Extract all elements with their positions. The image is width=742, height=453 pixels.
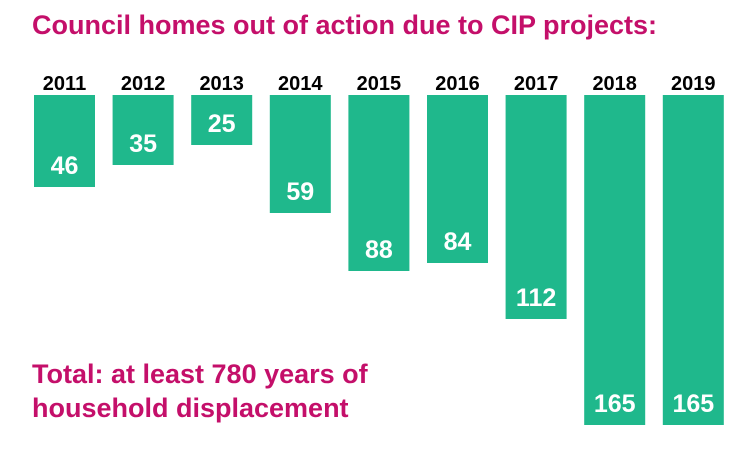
total-line-1: Total: at least 780 years of (32, 359, 368, 389)
year-label-2019: 2019 (671, 73, 716, 95)
value-label-2016: 84 (444, 228, 472, 256)
year-label-2016: 2016 (435, 73, 480, 95)
year-label-2012: 2012 (121, 73, 166, 95)
total-note: Total: at least 780 years of household d… (32, 357, 472, 425)
bar-2017 (505, 95, 567, 319)
bar-2012 (112, 95, 174, 165)
bar-2013 (191, 95, 253, 145)
value-label-2012: 35 (129, 130, 157, 158)
bar-2014 (269, 95, 331, 213)
value-label-2015: 88 (365, 236, 393, 264)
year-label-2011: 2011 (43, 73, 86, 95)
bar-2011 (34, 95, 95, 187)
year-labels: 2011 2012 2013 2014 2015 2016 2017 2018 2019 (43, 73, 716, 95)
value-label-2019: 165 (672, 390, 714, 418)
value-label-2018: 165 (594, 390, 636, 418)
year-label-2015: 2015 (357, 73, 402, 95)
bar-2016 (427, 95, 488, 263)
total-line-2: household displacement (32, 393, 349, 423)
bar-2015 (348, 95, 410, 271)
value-label-2013: 25 (208, 110, 236, 138)
year-label-2017: 2017 (514, 73, 559, 95)
chart-title: Council homes out of action due to CIP p… (32, 10, 658, 40)
value-label-2014: 59 (286, 178, 314, 206)
value-label-2017: 112 (516, 284, 556, 312)
year-label-2014: 2014 (278, 73, 323, 95)
year-label-2018: 2018 (592, 73, 637, 95)
bar-2018 (584, 95, 646, 425)
bar-group (34, 95, 724, 425)
year-label-2013: 2013 (199, 73, 244, 95)
value-labels: 46 35 25 59 88 84 112 165 165 (51, 110, 715, 418)
value-label-2011: 46 (51, 152, 79, 180)
bar-2019 (662, 95, 724, 425)
